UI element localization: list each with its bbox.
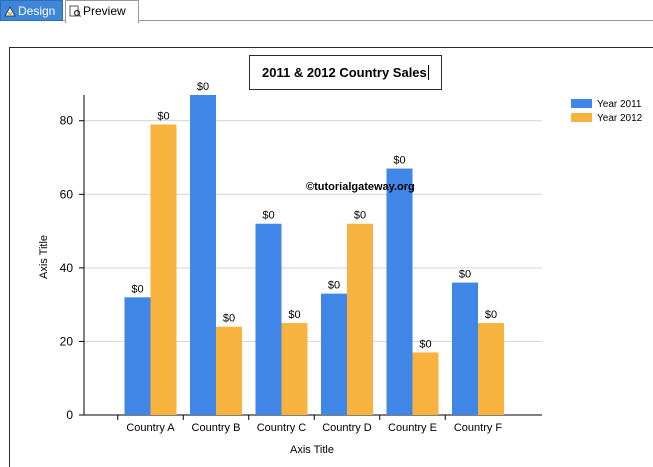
report-canvas bbox=[9, 47, 653, 467]
x-axis-title: Axis Title bbox=[290, 444, 334, 456]
x-tick-label: Country E bbox=[388, 422, 437, 434]
data-label: $0 bbox=[459, 269, 471, 281]
y-tick-label: 80 bbox=[60, 114, 74, 128]
chart-title-text: 2011 & 2012 Country Sales bbox=[262, 65, 427, 80]
tab-design[interactable]: Design bbox=[0, 0, 63, 21]
chart-title[interactable]: 2011 & 2012 Country Sales bbox=[249, 55, 442, 90]
bar-2012 bbox=[281, 323, 308, 415]
bar-2011 bbox=[190, 95, 216, 415]
tab-preview-label: Preview bbox=[83, 4, 126, 18]
tab-strip: Design Preview bbox=[0, 0, 653, 24]
data-label: $0 bbox=[197, 81, 209, 93]
bar-2011 bbox=[124, 297, 151, 415]
legend: Year 2011 Year 2012 bbox=[571, 99, 642, 127]
legend-swatch-2011 bbox=[571, 99, 592, 108]
legend-label-2011: Year 2011 bbox=[597, 99, 642, 110]
data-label: $0 bbox=[393, 155, 405, 167]
x-tick-label: Country B bbox=[192, 422, 241, 434]
bar-2012 bbox=[412, 352, 439, 415]
bar-2011 bbox=[321, 293, 347, 415]
x-tick-label: Country C bbox=[257, 422, 307, 434]
data-label: $0 bbox=[223, 313, 235, 325]
data-label: $0 bbox=[485, 309, 497, 321]
x-tick-label: Country F bbox=[454, 422, 503, 434]
data-label: $0 bbox=[419, 338, 431, 350]
x-tick-label: Country D bbox=[322, 422, 372, 434]
tab-preview[interactable]: Preview bbox=[65, 0, 139, 23]
data-label: $0 bbox=[328, 280, 340, 292]
bar-2012 bbox=[216, 326, 242, 415]
bar-2012 bbox=[347, 223, 373, 415]
data-label: $0 bbox=[157, 110, 169, 122]
legend-item-2012: Year 2012 bbox=[571, 113, 642, 127]
x-tick-label: Country A bbox=[126, 422, 175, 434]
y-tick-label: 0 bbox=[66, 408, 73, 422]
data-label: $0 bbox=[262, 210, 274, 222]
data-label: $0 bbox=[131, 283, 143, 295]
legend-swatch-2012 bbox=[571, 113, 592, 122]
bar-2011 bbox=[255, 223, 282, 415]
bar-2011 bbox=[386, 168, 413, 415]
legend-item-2011: Year 2011 bbox=[571, 99, 642, 113]
watermark: ©tutorialgateway.org bbox=[306, 181, 415, 193]
tab-divider bbox=[139, 20, 653, 21]
preview-icon bbox=[69, 5, 81, 17]
bar-2012 bbox=[478, 323, 504, 415]
y-tick-label: 20 bbox=[60, 334, 74, 348]
y-axis-title: Axis Title bbox=[38, 235, 50, 279]
y-tick-label: 40 bbox=[60, 261, 74, 275]
data-label: $0 bbox=[354, 210, 366, 222]
data-label: $0 bbox=[288, 309, 300, 321]
bar-2011 bbox=[452, 282, 478, 415]
y-tick-label: 60 bbox=[60, 187, 74, 201]
tab-design-label: Design bbox=[18, 4, 56, 18]
legend-label-2012: Year 2012 bbox=[597, 113, 643, 124]
bar-2012 bbox=[150, 124, 177, 415]
design-icon bbox=[4, 5, 16, 17]
text-cursor bbox=[427, 65, 429, 80]
